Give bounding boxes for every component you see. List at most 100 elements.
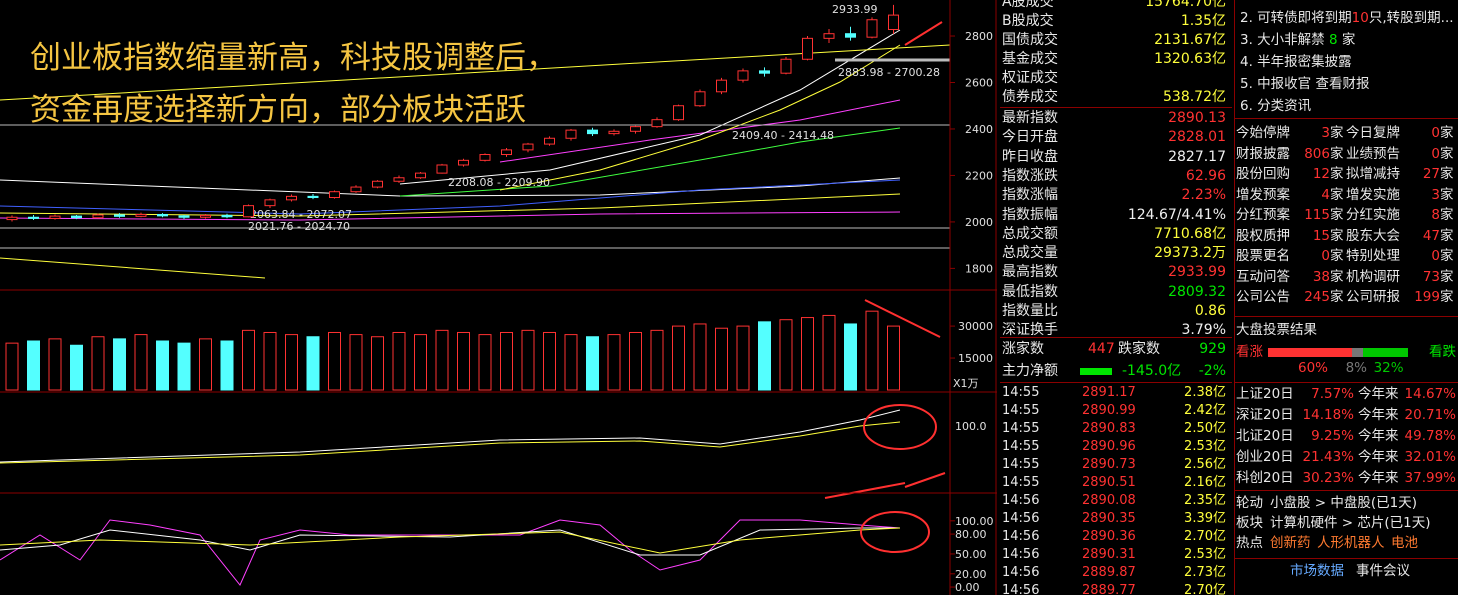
event-count: 115 xyxy=(1304,207,1330,223)
stat-row: 最新指数 2890.13 xyxy=(1000,109,1228,128)
y-tick-label: 50.00 xyxy=(955,548,987,561)
return-label: 上证20日 xyxy=(1236,386,1294,402)
tab[interactable]: 市场数据 xyxy=(1290,563,1344,579)
news-item[interactable]: 6. 分类资讯 xyxy=(1240,96,1311,116)
tick-row: 14:55 2891.17 2.38亿 xyxy=(1000,384,1230,402)
candle-body xyxy=(630,126,641,132)
tick-volume: 3.39亿 xyxy=(1184,511,1226,526)
candle-body xyxy=(651,119,663,128)
candle-body xyxy=(694,91,706,107)
tab[interactable]: 事件会议 xyxy=(1356,563,1410,579)
event-unit: 家 xyxy=(1330,289,1344,305)
info-sidebar: 2. 可转债即将到期10只,转股到期... 3. 大小非解禁 8 家 4. 半年报密… xyxy=(1234,0,1458,595)
volume-bar xyxy=(177,342,191,391)
return-value: 7.57% xyxy=(1311,386,1354,402)
stat-label: 指数量比 xyxy=(1002,303,1058,319)
stat-row: 昨日收盘 2827.17 xyxy=(1000,148,1228,167)
stat-value: 1320.63亿 xyxy=(1154,51,1226,67)
return-label: 深证20日 xyxy=(1236,407,1294,423)
tick-row: 14:55 2890.96 2.53亿 xyxy=(1000,438,1230,456)
annotation: 2883.98 - 2700.28 xyxy=(838,66,940,79)
return-label: 今年来 xyxy=(1358,449,1399,465)
stat-value: 0.86 xyxy=(1194,303,1226,319)
tick-time: 14:55 xyxy=(1002,475,1040,490)
news-item[interactable]: 4. 半年报密集披露 xyxy=(1240,52,1352,72)
stat-row: 国债成交 2131.67亿 xyxy=(1000,31,1228,50)
candle-body xyxy=(845,33,856,38)
candle-body xyxy=(544,137,555,145)
hot-item[interactable]: 电池 xyxy=(1391,535,1418,551)
event-count: 0 xyxy=(1431,125,1440,141)
y-tick-label: 20.00 xyxy=(955,568,987,581)
tick-volume: 2.73亿 xyxy=(1184,565,1226,580)
stat-row: 深证换手 3.79% xyxy=(1000,321,1228,340)
event-unit: 家 xyxy=(1330,227,1344,244)
return-value: 20.71% xyxy=(1404,407,1456,423)
news-item[interactable]: 5. 中报收官 查看财报 xyxy=(1240,74,1369,94)
stat-value: 2.23% xyxy=(1181,187,1226,204)
volume-bar xyxy=(865,310,879,391)
event-label: 今日复牌 xyxy=(1346,125,1400,141)
volume-bar xyxy=(758,321,771,391)
hot-item[interactable]: 人形机器人 xyxy=(1317,535,1385,551)
event-label: 公司研报 xyxy=(1346,289,1400,305)
volume-bar xyxy=(500,331,513,391)
flow-label: 主力净额 xyxy=(1002,363,1058,379)
y-tick-label: 15000 xyxy=(958,352,993,365)
y-tick-label: 80.00 xyxy=(955,528,987,541)
stat-row: A股成交 15764.70亿 xyxy=(1000,0,1228,12)
return-label: 今年来 xyxy=(1358,386,1399,402)
tick-volume: 2.70亿 xyxy=(1184,529,1226,544)
volume-bar xyxy=(27,340,40,391)
event-count: 27 xyxy=(1422,166,1440,182)
candle-body xyxy=(436,164,448,174)
event-count: 3 xyxy=(1431,186,1440,203)
news-item[interactable]: 2. 可转债即将到期10只,转股到期... xyxy=(1240,8,1454,28)
moving-averages xyxy=(0,29,951,279)
event-unit: 家 xyxy=(1440,207,1454,223)
event-count: 806 xyxy=(1304,145,1330,162)
stat-value: 2827.17 xyxy=(1168,148,1226,165)
event-label: 公司公告 xyxy=(1236,289,1290,305)
breadth-row: 涨家数 447 跌家数 929 xyxy=(1000,340,1228,359)
tick-price: 2890.73 xyxy=(1082,457,1136,472)
volume-bar xyxy=(543,331,556,391)
stat-value: 29373.2万 xyxy=(1154,245,1226,262)
event-unit: 家 xyxy=(1330,268,1344,285)
return-label: 北证20日 xyxy=(1236,428,1294,444)
candle-body xyxy=(49,215,61,219)
event-unit: 家 xyxy=(1440,227,1454,244)
stat-label: A股成交 xyxy=(1002,0,1054,10)
volume-bar xyxy=(650,329,664,391)
tick-volume: 2.42亿 xyxy=(1184,403,1226,418)
rotation-text: 计算机硬件 > 芯片(已1天) xyxy=(1270,515,1431,531)
hot-item[interactable]: 创新药 xyxy=(1270,535,1311,551)
news-item[interactable]: 3. 大小非解禁 8 家 xyxy=(1240,30,1355,50)
annotation: 2021.76 - 2024.70 xyxy=(248,220,350,233)
stat-label: 指数涨跌 xyxy=(1002,167,1058,184)
stat-value: 124.67/4.41% xyxy=(1127,206,1226,223)
y-tick-label: 2200 xyxy=(965,169,993,182)
y-tick-label: 100.00 xyxy=(955,515,994,528)
stat-label: 最高指数 xyxy=(1002,264,1058,281)
candle-body xyxy=(243,205,254,218)
event-label: 互动问答 xyxy=(1236,268,1290,285)
y-tick-label: 2400 xyxy=(965,123,993,136)
event-label: 股权质押 xyxy=(1236,227,1290,244)
stat-label: 指数振幅 xyxy=(1002,206,1058,223)
tick-price: 2890.51 xyxy=(1082,475,1136,490)
tick-row: 14:56 2890.36 2.70亿 xyxy=(1000,528,1230,546)
volume-bar xyxy=(822,314,836,391)
news-text: 只,转股到期... xyxy=(1368,10,1454,26)
event-unit: 家 xyxy=(1440,145,1454,162)
event-unit: 家 xyxy=(1330,207,1344,223)
return-label: 今年来 xyxy=(1358,407,1399,423)
event-unit: 家 xyxy=(1330,145,1344,162)
event-count: 199 xyxy=(1414,289,1440,305)
return-value: 21.43% xyxy=(1302,449,1354,465)
tick-time: 14:55 xyxy=(1002,457,1040,472)
event-count: 0 xyxy=(1431,145,1440,162)
event-label: 今始停牌 xyxy=(1236,125,1290,141)
candle-body xyxy=(157,213,168,217)
volume-bar xyxy=(693,323,707,391)
